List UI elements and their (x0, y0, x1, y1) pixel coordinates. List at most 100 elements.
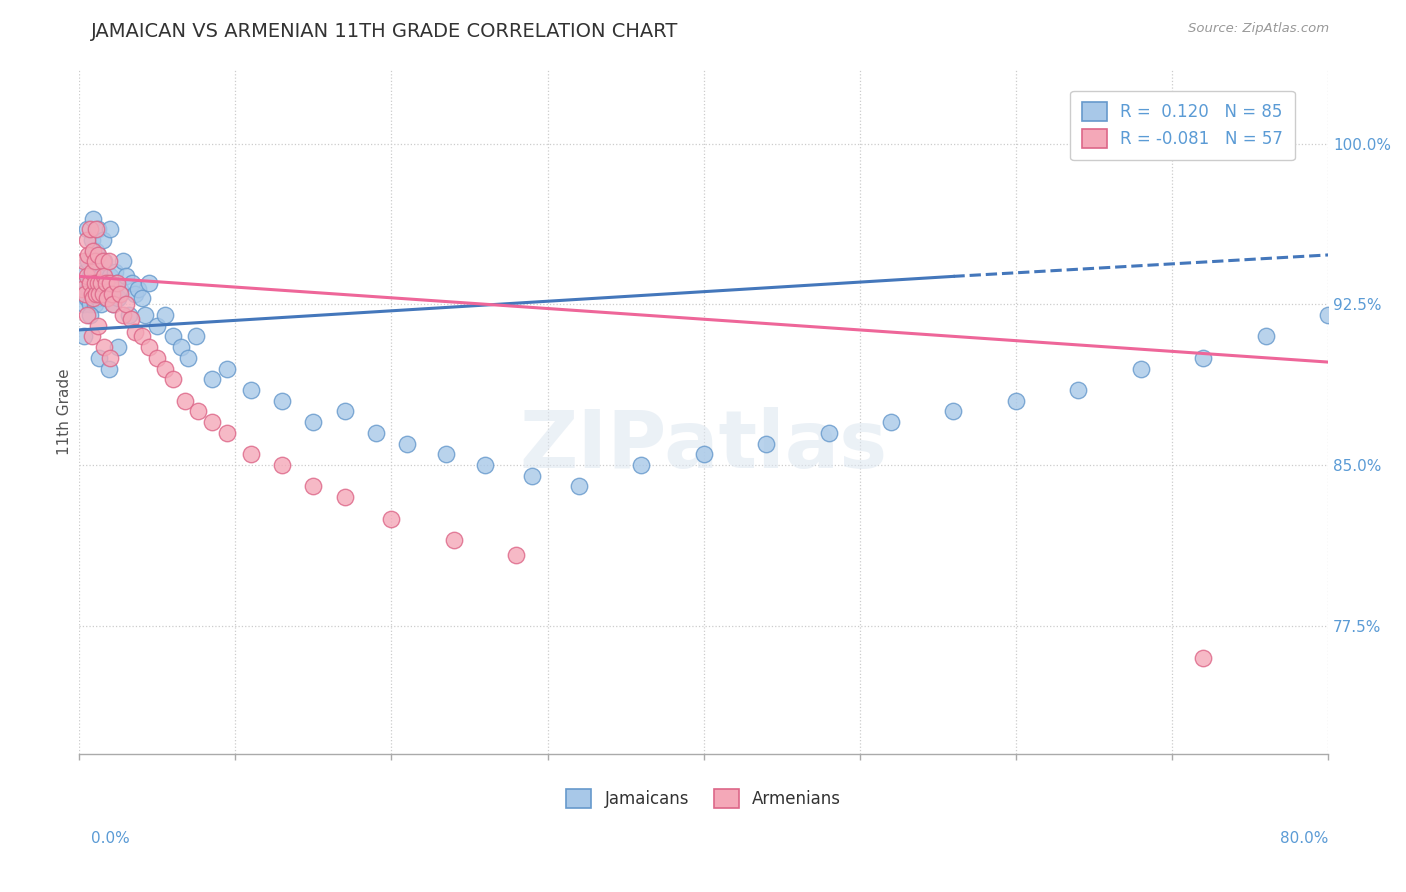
Point (942, 404, 965, 418)
Point (520, 468, 543, 483)
Point (87, 248, 110, 262)
Text: 0.0%: 0.0% (91, 831, 131, 846)
Point (217, 361, 239, 376)
Y-axis label: 11th Grade: 11th Grade (58, 368, 72, 455)
Point (76, 308, 98, 322)
Point (89, 282, 111, 296)
Point (89, 351, 111, 365)
Point (91, 233, 114, 247)
Point (94, 276, 117, 290)
Point (146, 351, 169, 365)
Point (187, 404, 209, 418)
Point (105, 276, 128, 290)
Point (87, 318, 110, 333)
Point (76, 222, 98, 236)
Point (83, 254, 105, 268)
Point (169, 340, 191, 354)
Point (105, 276, 128, 290)
Point (138, 340, 160, 354)
Point (83, 265, 105, 279)
Point (83, 297, 105, 311)
Point (93, 269, 115, 284)
Point (107, 340, 129, 354)
Point (84, 286, 107, 301)
Point (474, 458, 496, 472)
Point (162, 372, 184, 386)
Point (1192, 351, 1215, 365)
Point (186, 329, 208, 343)
Point (79, 269, 101, 284)
Point (333, 404, 356, 418)
Point (80, 286, 103, 301)
Point (364, 425, 387, 440)
Point (83, 276, 105, 290)
Point (131, 329, 153, 343)
Point (443, 533, 465, 547)
Point (80, 233, 103, 247)
Point (79, 276, 101, 290)
Point (108, 286, 131, 301)
Point (108, 282, 131, 296)
Point (333, 490, 356, 504)
Point (153, 308, 176, 322)
Point (84, 222, 107, 236)
Point (93, 254, 115, 268)
Point (80, 248, 103, 262)
Point (91, 286, 114, 301)
Point (131, 291, 153, 305)
Point (880, 415, 903, 429)
Point (124, 325, 146, 339)
Point (103, 297, 125, 311)
Point (93, 282, 115, 296)
Point (115, 297, 138, 311)
Point (630, 458, 652, 472)
Point (76, 291, 98, 305)
Point (146, 318, 169, 333)
Point (115, 269, 138, 284)
Point (89, 254, 111, 268)
Point (79, 308, 101, 322)
Point (395, 436, 418, 450)
Point (107, 291, 129, 305)
Point (77, 282, 100, 296)
Point (82, 244, 104, 258)
Point (80, 265, 103, 279)
Point (101, 286, 124, 301)
Point (1254, 329, 1277, 343)
Point (87, 276, 110, 290)
Point (80, 286, 103, 301)
Text: ZIPatlas: ZIPatlas (519, 407, 887, 484)
Point (97, 286, 120, 301)
Point (83, 291, 105, 305)
Point (201, 415, 224, 429)
Point (73, 329, 96, 343)
Point (153, 361, 176, 376)
Point (271, 393, 294, 408)
Point (1192, 650, 1215, 665)
Point (97, 254, 120, 268)
Point (82, 282, 104, 296)
Point (302, 415, 325, 429)
Point (98, 269, 121, 284)
Point (93, 340, 115, 354)
Point (70, 286, 93, 301)
Text: 80.0%: 80.0% (1281, 831, 1329, 846)
Legend: Jamaicans, Armenians: Jamaicans, Armenians (560, 782, 848, 814)
Point (84, 276, 107, 290)
Point (201, 372, 224, 386)
Point (94, 291, 117, 305)
Point (91, 254, 114, 268)
Point (568, 479, 591, 493)
Point (111, 254, 134, 268)
Point (80, 329, 103, 343)
Point (75, 276, 97, 290)
Point (1005, 393, 1028, 408)
Point (90, 269, 112, 284)
Point (98, 222, 121, 236)
Point (127, 282, 149, 296)
Point (77, 248, 100, 262)
Point (755, 436, 778, 450)
Point (77, 254, 100, 268)
Point (111, 308, 134, 322)
Point (217, 425, 239, 440)
